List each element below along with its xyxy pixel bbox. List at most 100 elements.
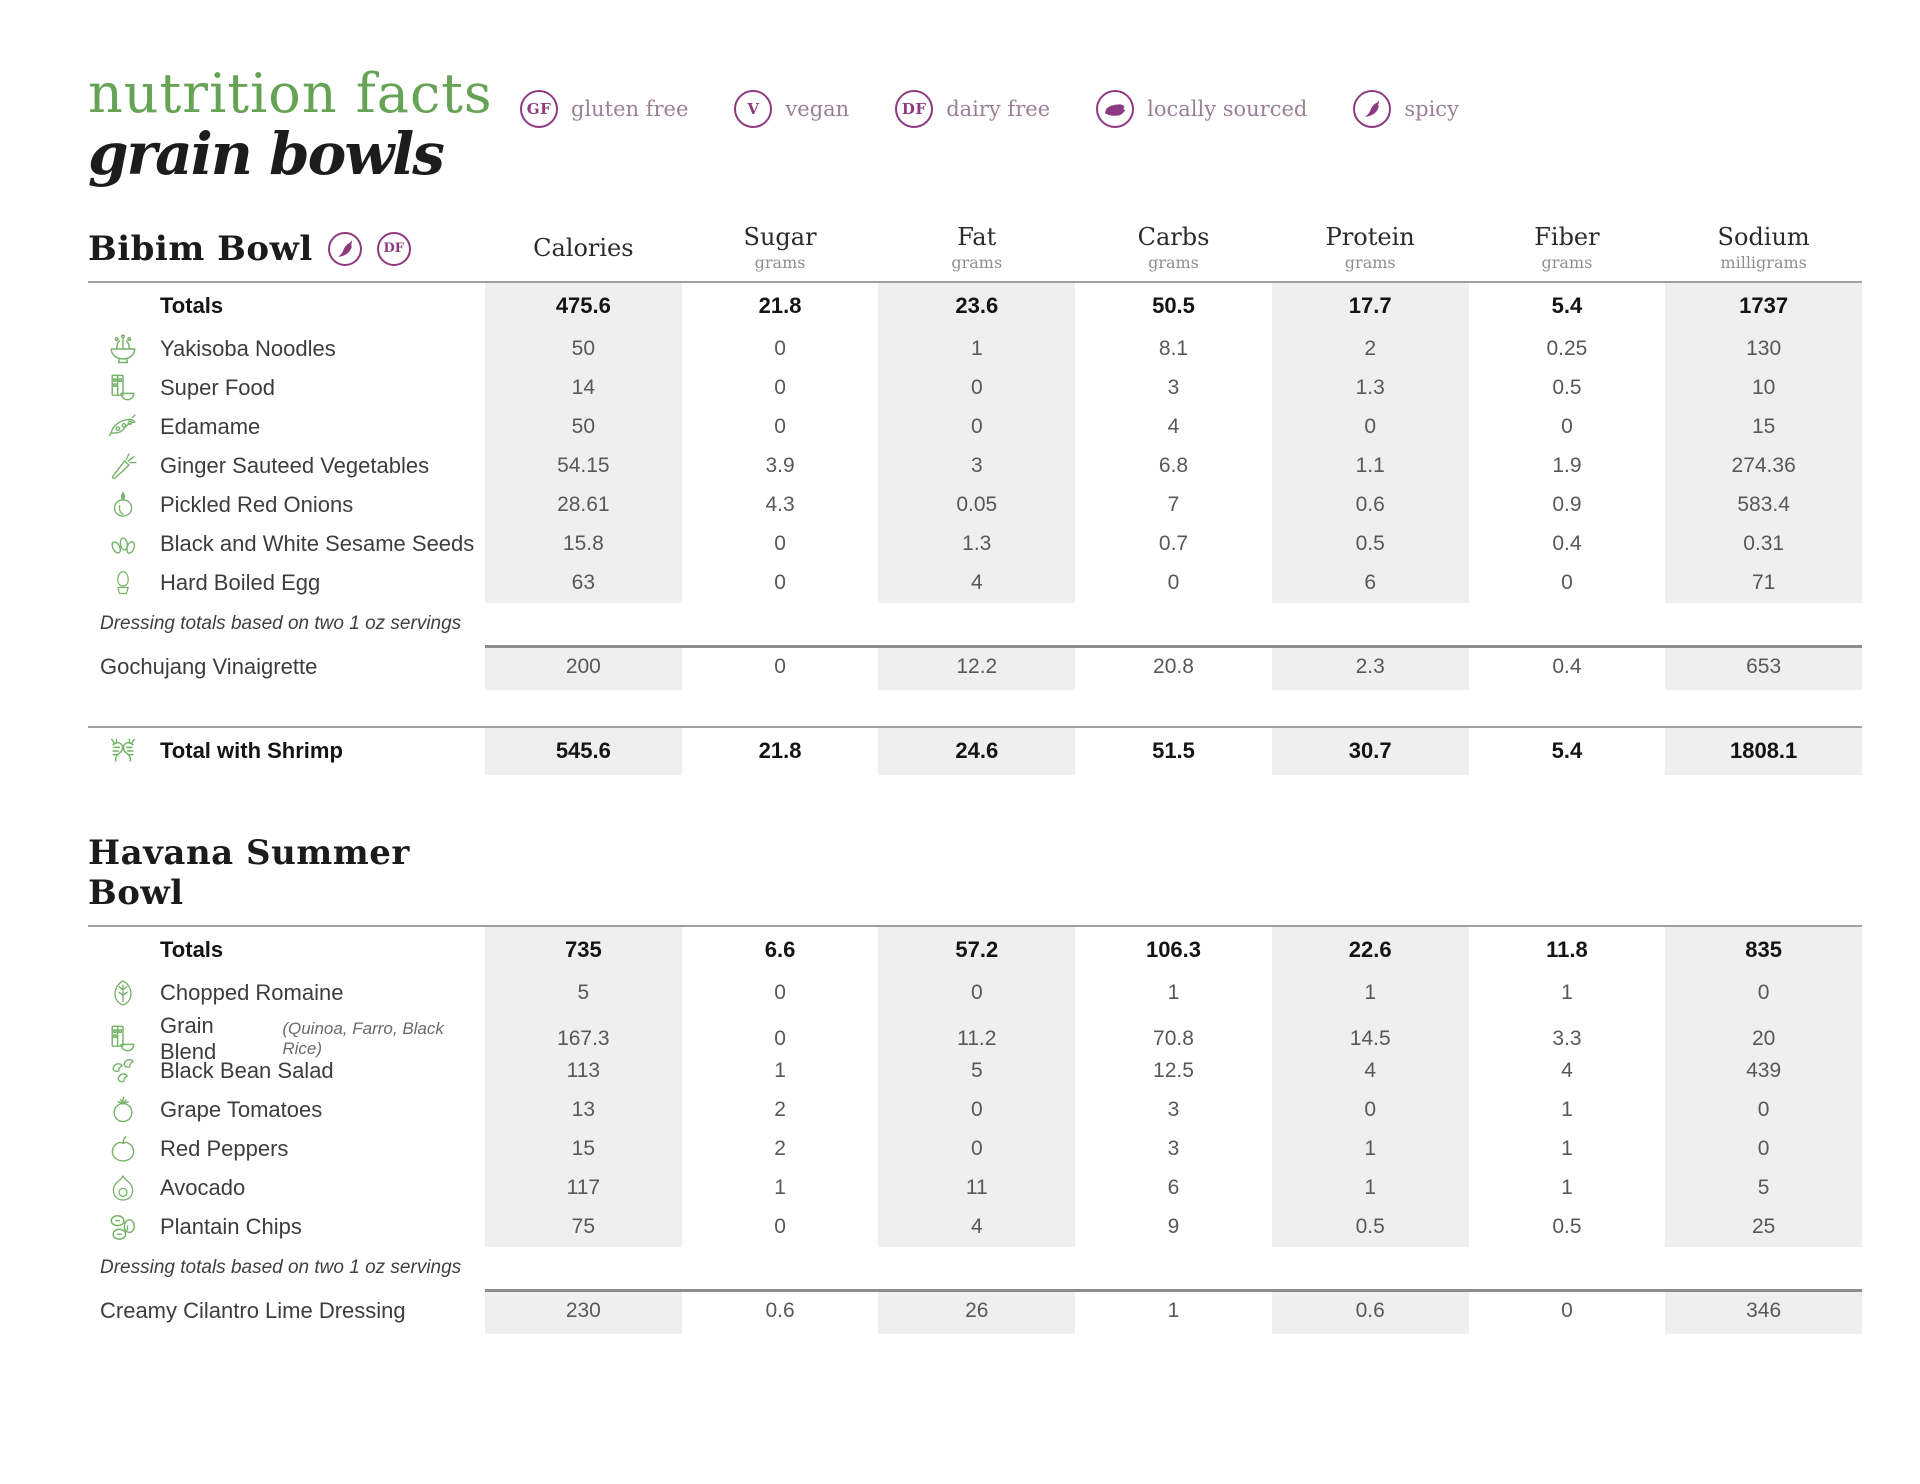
sugar-value: 0 <box>774 981 786 1005</box>
protein-value: 2.3 <box>1271 644 1469 690</box>
protein-value: 1 <box>1271 1168 1469 1208</box>
protein-value: 6 <box>1271 563 1469 603</box>
column-header: Sodium milligrams <box>1665 223 1862 273</box>
fiber-value: 1 <box>1561 981 1573 1005</box>
ingredient-label: Grain Blend <box>160 1012 217 1064</box>
carbs-value: 12.5 <box>1153 1059 1194 1083</box>
calories-value: 230 <box>485 1288 682 1334</box>
ingredient-sublabel: (Quinoa, Farro, Black Rice) <box>282 1018 444 1058</box>
column-name: Fat <box>957 222 997 251</box>
sodium-value: 25 <box>1665 1207 1862 1247</box>
df-badge-icon: DF <box>895 90 934 128</box>
fat-value: 24.6 <box>878 727 1076 775</box>
dressing-label: Creamy Cilantro Lime Dressing <box>100 1298 406 1324</box>
protein-value: 4 <box>1271 1051 1469 1091</box>
calories-value: 28.61 <box>485 485 682 525</box>
totals-label: Totals <box>160 293 224 319</box>
ingredient-row: Black Bean Salad 113 1 5 12.5 4 4 439 <box>88 1051 1862 1091</box>
ingredient-row: Red Peppers 15 2 0 3 1 1 0 <box>88 1129 1862 1169</box>
fiber-value: 0.5 <box>1552 1215 1582 1239</box>
fat-value: 4 <box>878 1207 1076 1247</box>
fiber-value: 5.4 <box>1551 293 1583 319</box>
legend-item-dairy-free: DF dairy free <box>895 90 1050 128</box>
ingredient-label-cell: Pickled Red Onions <box>88 486 485 525</box>
calories-value: 13 <box>485 1090 682 1130</box>
totals-label-cell: Totals <box>88 927 485 974</box>
ingredient-label-cell: Edamame <box>88 408 485 447</box>
legend-label: vegan <box>785 97 850 121</box>
column-name: Fiber <box>1534 222 1600 251</box>
fat-value: 11 <box>878 1168 1076 1208</box>
superfood-icon <box>100 370 146 406</box>
ingredient-label: Pickled Red Onions <box>160 492 354 518</box>
sugar-value: 2 <box>774 1098 786 1122</box>
sugar-value: 0 <box>774 571 786 595</box>
legend-label: spicy <box>1404 97 1459 121</box>
ingredient-label-cell: Plantain Chips <box>88 1208 485 1247</box>
ingredient-row: Super Food 14 0 0 3 1.3 0.5 10 <box>88 368 1862 408</box>
sodium-value: 0 <box>1665 973 1862 1013</box>
calories-value: 50 <box>485 329 682 369</box>
fiber-value: 1.9 <box>1552 454 1582 478</box>
carbs-value: 0.7 <box>1158 532 1189 556</box>
fat-value: 1.3 <box>878 524 1076 564</box>
calories-value: 735 <box>485 926 682 974</box>
sodium-value: 1737 <box>1665 282 1862 330</box>
fat-value: 0 <box>878 407 1076 447</box>
spacer <box>88 690 1862 726</box>
kentucky-icon <box>1096 90 1135 128</box>
protein-value: 30.7 <box>1271 727 1469 775</box>
dressing-note: Dressing totals based on two 1 oz servin… <box>100 1256 462 1278</box>
ingredient-label: Ginger Sauteed Vegetables <box>160 453 430 479</box>
noodle-bowl-icon <box>100 331 146 367</box>
totals-label-cell: Totals <box>88 283 485 330</box>
fiber-value: 5.4 <box>1551 738 1583 764</box>
sodium-value: 71 <box>1665 563 1862 603</box>
column-name: Sugar <box>743 222 817 251</box>
totals-label: Totals <box>160 937 224 963</box>
protein-value: 0 <box>1271 407 1469 447</box>
ingredient-label: Plantain Chips <box>160 1214 302 1240</box>
ingredient-row: Yakisoba Noodles 50 0 1 8.1 2 0.25 130 <box>88 329 1862 369</box>
carbs-value: 50.5 <box>1152 293 1195 319</box>
carbs-value: 6.8 <box>1158 454 1189 478</box>
fat-value: 0.05 <box>878 485 1076 525</box>
carbs-value: 3 <box>1167 1098 1180 1122</box>
extra-total-label: Total with Shrimp <box>160 738 343 764</box>
sugar-value: 0 <box>774 655 786 679</box>
column-header: Protein grams <box>1272 223 1469 273</box>
column-header: Carbs grams <box>1075 223 1272 273</box>
sugar-value: 6.6 <box>764 937 796 963</box>
ingredient-label: Red Peppers <box>160 1136 289 1162</box>
carbs-value: 3 <box>1167 1137 1180 1161</box>
ingredient-label-cell: Hard Boiled Egg <box>88 564 485 603</box>
sodium-value: 346 <box>1665 1288 1862 1334</box>
ingredient-label: Black and White Sesame Seeds <box>160 531 475 557</box>
fat-value: 57.2 <box>878 926 1076 974</box>
ingredient-label-cell: Red Peppers <box>88 1130 485 1169</box>
ingredient-label-cell: Yakisoba Noodles <box>88 330 485 369</box>
ingredient-row: Grape Tomatoes 13 2 0 3 0 1 0 <box>88 1090 1862 1130</box>
sodium-value: 130 <box>1665 329 1862 369</box>
calories-value: 117 <box>485 1168 682 1208</box>
sugar-value: 21.8 <box>758 738 802 764</box>
ingredient-row: Chopped Romaine 5 0 0 1 1 1 0 <box>88 973 1862 1013</box>
ingredient-label: Chopped Romaine <box>160 980 344 1006</box>
grain-blend-icon <box>100 1021 146 1057</box>
fiber-value: 0.25 <box>1546 337 1588 361</box>
legend-label: locally sourced <box>1147 97 1308 121</box>
calories-value: 63 <box>485 563 682 603</box>
calories-value: 113 <box>485 1051 682 1091</box>
column-header: Fiber grams <box>1469 223 1666 273</box>
column-header: Sugar grams <box>682 223 879 273</box>
fiber-value: 0.4 <box>1552 655 1582 679</box>
legend-item-gluten-free: GF gluten free <box>520 90 688 128</box>
sodium-value: 15 <box>1665 407 1862 447</box>
totals-row: Totals 735 6.6 57.2 106.3 22.6 11.8 835 <box>88 926 1862 974</box>
shrimp-icon <box>100 733 146 769</box>
carbs-value: 4 <box>1167 415 1180 439</box>
protein-value: 1 <box>1271 973 1469 1013</box>
carbs-value: 106.3 <box>1145 937 1202 963</box>
dressing-row: Gochujang Vinaigrette 200 0 12.2 20.8 2.3 0.4 6… <box>88 644 1862 690</box>
